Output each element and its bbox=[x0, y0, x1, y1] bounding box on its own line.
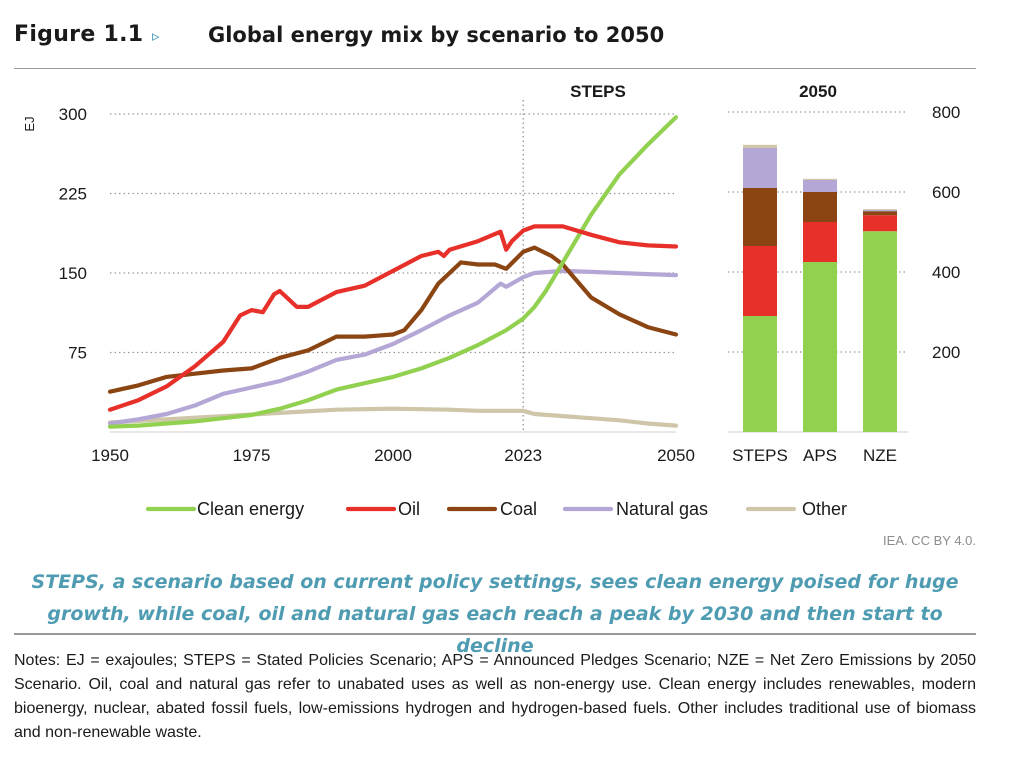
bar-segment-other bbox=[803, 178, 837, 180]
legend: Clean energy Oil Coal Natural gas Other bbox=[145, 499, 847, 519]
y-tick-label-right: 200 bbox=[932, 343, 960, 362]
series-line-gas bbox=[107, 268, 679, 426]
x-tick-label: 1975 bbox=[233, 446, 271, 465]
bar-segment-oil bbox=[743, 246, 777, 316]
series-line-oil bbox=[107, 224, 679, 412]
legend-label: Natural gas bbox=[616, 499, 708, 519]
y-tick-label-right: 400 bbox=[932, 263, 960, 282]
legend-label: Other bbox=[802, 499, 847, 519]
y-tick-label-left: 75 bbox=[68, 344, 87, 363]
x-tick-label: 2023 bbox=[504, 446, 542, 465]
bar-category-label: STEPS bbox=[732, 446, 788, 465]
bottom-divider bbox=[14, 633, 976, 635]
bar-segment-gas bbox=[743, 148, 777, 188]
bar-chart-stacks bbox=[743, 144, 897, 432]
bar-segment-coal bbox=[743, 188, 777, 246]
y-axis-unit-label: EJ bbox=[22, 116, 37, 131]
bar-segment-clean bbox=[803, 262, 837, 432]
x-tick-label: 2050 bbox=[657, 446, 695, 465]
legend-label: Oil bbox=[398, 499, 420, 519]
line-chart-series bbox=[107, 115, 679, 429]
top-divider bbox=[14, 68, 976, 69]
axis-labels: 75 150 225 300 EJ STEPS 2050 1950 1975 2000 2023 20… bbox=[22, 82, 960, 465]
bar-segment-clean bbox=[743, 316, 777, 432]
bar-segment-oil bbox=[803, 222, 837, 262]
chart-canvas: 75 150 225 300 EJ STEPS 2050 1950 1975 2000 2023 20… bbox=[22, 82, 960, 519]
y-tick-label-left: 150 bbox=[59, 264, 87, 283]
figure-caption: STEPS, a scenario based on current polic… bbox=[31, 571, 959, 657]
bar-segment-gas bbox=[803, 180, 837, 192]
legend-label: Clean energy bbox=[197, 499, 304, 519]
bar-segment-other bbox=[863, 209, 897, 210]
legend-label: Coal bbox=[500, 499, 537, 519]
bar-category-label: NZE bbox=[863, 446, 897, 465]
bar-segment-coal bbox=[863, 211, 897, 216]
bar-segment-oil bbox=[863, 215, 897, 232]
figure-label: Figure 1.1 bbox=[14, 22, 144, 47]
figure-title: Global energy mix by scenario to 2050 bbox=[208, 23, 665, 47]
x-tick-label: 1950 bbox=[91, 446, 129, 465]
bar-segment-clean bbox=[863, 231, 897, 432]
bar-section-label: 2050 bbox=[799, 82, 837, 101]
source-credit: IEA. CC BY 4.0. bbox=[883, 533, 976, 548]
bar-segment-gas bbox=[863, 210, 897, 212]
y-tick-label-right: 800 bbox=[932, 103, 960, 122]
bar-category-label: APS bbox=[803, 446, 837, 465]
bar-segment-other bbox=[743, 144, 777, 148]
y-tick-label-left: 225 bbox=[59, 185, 87, 204]
line-chart-gridlines bbox=[110, 100, 676, 433]
steps-section-label: STEPS bbox=[570, 82, 626, 101]
y-tick-label-left: 300 bbox=[59, 105, 87, 124]
figure-notes: Notes: EJ = exajoules; STEPS = Stated Po… bbox=[14, 652, 976, 741]
figure-arrow-icon: ▹ bbox=[152, 27, 160, 45]
series-line-clean bbox=[107, 115, 679, 429]
bar-segment-coal bbox=[803, 192, 837, 222]
series-line-coal bbox=[107, 245, 679, 394]
x-tick-label: 2000 bbox=[374, 446, 412, 465]
y-tick-label-right: 600 bbox=[932, 183, 960, 202]
